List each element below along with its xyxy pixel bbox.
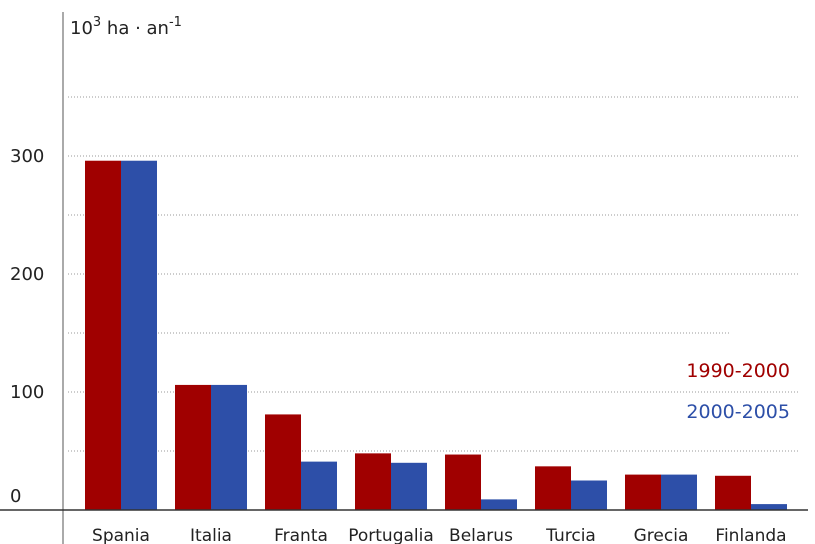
y-tick-label: 0 — [10, 486, 21, 507]
legend-entry: 2000-2005 — [686, 401, 790, 423]
unit-exponent: -1 — [169, 15, 182, 30]
bars — [85, 160, 787, 510]
y-tick-label: 300 — [10, 146, 44, 167]
bar-2000-2005-finlanda — [751, 504, 787, 510]
bar-1990-2000-finlanda — [715, 475, 751, 510]
y-tick-label: 100 — [10, 382, 44, 403]
x-tick-label: Grecia — [634, 526, 689, 544]
bar-2000-2005-grecia — [661, 474, 697, 510]
gridlines — [68, 96, 800, 452]
bar-1990-2000-portugalia — [355, 453, 391, 510]
x-tick-label: Portugalia — [348, 526, 434, 544]
bar-1990-2000-spania — [85, 160, 121, 510]
unit-base-exponent: 3 — [93, 15, 101, 30]
axes: 0 100 200 300 Spania Italia Franta Portugalia Be… — [0, 12, 808, 544]
bar-1990-2000-grecia — [625, 474, 661, 510]
y-tick-label: 200 — [10, 264, 44, 285]
x-tick-label: Spania — [92, 526, 150, 544]
bar-1990-2000-belarus — [445, 454, 481, 510]
x-tick-label: Finlanda — [715, 526, 786, 544]
legend: 1990-2000 2000-2005 — [686, 360, 790, 423]
bar-1990-2000-franta — [265, 414, 301, 510]
bar-2000-2005-franta — [301, 461, 337, 510]
bar-2000-2005-spania — [121, 160, 157, 510]
x-tick-label: Turcia — [545, 526, 596, 544]
bar-2000-2005-turcia — [571, 480, 607, 510]
unit-base: 10 — [70, 18, 93, 39]
x-tick-label: Belarus — [449, 526, 513, 544]
legend-entry: 1990-2000 — [686, 360, 790, 382]
x-tick-label: Franta — [274, 526, 328, 544]
bar-1990-2000-turcia — [535, 466, 571, 510]
y-axis-unit-label: 103 ha · an-1 — [70, 15, 182, 39]
bar-2000-2005-belarus — [481, 499, 517, 510]
bar-2000-2005-portugalia — [391, 462, 427, 510]
bar-2000-2005-italia — [211, 384, 247, 510]
x-tick-label: Italia — [190, 526, 232, 544]
unit-text: ha · an — [101, 18, 169, 39]
bar-1990-2000-italia — [175, 384, 211, 510]
